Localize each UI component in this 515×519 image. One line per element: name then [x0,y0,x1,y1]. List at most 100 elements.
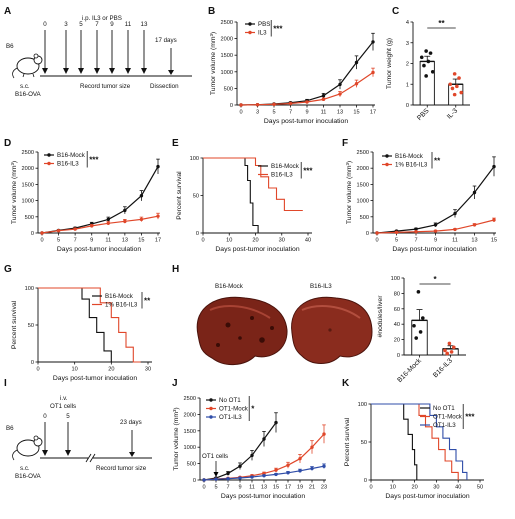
data-point [139,194,144,198]
significance-label: *** [273,24,283,33]
y-tick-label: 50 [28,323,34,329]
route-label: s.c. [20,465,30,472]
data-point [238,476,242,480]
x-tick-label: 17 [285,485,291,491]
x-tick-label: 5 [395,238,398,244]
y-tick-label: 1000 [184,445,196,451]
y-tick-label: 60 [394,307,400,313]
timeline-arrow-head [78,68,84,74]
y-axis-label: Percent survival [11,300,18,349]
data-point [238,464,242,468]
data-point [322,464,326,468]
y-tick-label: 1000 [357,199,369,205]
significance-label: ** [438,19,445,28]
x-tick-label: 0 [40,238,43,244]
timeline-day-label: 5 [66,413,70,420]
x-tick-label: 11 [452,238,458,244]
data-point [139,217,144,222]
liver-label-il3: B16-IL3 [310,283,332,290]
data-point [354,82,359,86]
y-tick-label: 0 [366,231,369,237]
x-tick-label: 5 [214,485,217,491]
data-point [472,190,477,195]
legend-label: No OT1 [433,405,455,412]
y-tick-label: 0 [193,478,196,484]
data-point [123,208,127,213]
panel-label-d: D [4,138,11,149]
y-tick-label: 2000 [22,166,34,172]
y-tick-label: 0 [406,103,409,109]
x-tick-label: 3 [256,110,259,116]
series-b16-mock [40,158,160,235]
data-point [305,100,309,104]
x-tick-label: 40 [305,238,311,244]
legend-label: B16-IL3 [57,161,79,168]
y-tick-label: 2500 [184,396,196,402]
treatment-label-2: OT1 cells [50,403,76,410]
data-point [298,469,302,473]
x-tick-label: 40 [455,485,461,491]
legend-label: No OT1 [219,397,241,404]
y-tick-label: 3 [406,41,409,47]
data-point [250,475,254,479]
data-point [492,164,496,169]
significance-label: * [433,275,437,284]
x-tick-label: 23 [321,485,327,491]
x-axis-label: Days post-tumor inoculation [215,246,299,253]
timeline-i: B6 s.c. B16-OVA i.v. OT1 cells 0 5 23 day… [6,395,152,480]
survival-curve [203,157,303,212]
y-axis-label: Tumor weight (g) [386,38,393,89]
data-point [445,351,450,356]
data-point [298,456,302,461]
data-point [156,214,160,218]
x-tick-label: 13 [122,238,128,244]
y-tick-label: 1 [406,82,409,88]
y-axis-label: Percent survival [176,171,183,220]
data-point [430,70,435,74]
y-tick-label: 2000 [221,37,233,43]
data-point [272,102,276,107]
y-tick-label: 50 [361,440,367,446]
y-tick-label: 0 [196,231,199,237]
legend-label: B16-Mock [395,153,424,160]
x-tick-label: 17 [155,238,161,244]
end-label: Dissection [150,83,179,90]
x-axis-label: Days post-tumor inoculation [53,375,137,382]
mouse-icon [12,435,43,461]
legend-marker [209,415,213,419]
data-point [472,223,477,227]
y-tick-label: 500 [25,215,34,221]
panel-label-a: A [4,6,11,17]
tumor-label: B16-OVA [15,473,42,480]
x-tick-label: 11 [249,485,255,491]
timeline-arrow-head [125,68,131,74]
x-tick-label: 30 [433,485,439,491]
x-tick-label: 0 [202,485,205,491]
legend-label: PBS [258,21,270,28]
y-tick-label: 1500 [184,429,196,435]
significance-label: *** [303,166,313,175]
series-b16-il3 [40,212,160,235]
data-point [310,466,314,471]
y-tick-label: 1500 [22,182,34,188]
series-b16-mock [375,156,496,235]
x-tick-label: 20 [108,367,114,373]
x-tick-label: 10 [390,485,396,491]
timeline-arrow-head [109,68,115,74]
timeline-day-label: 13 [141,21,148,28]
legend: B16-Mock B16-IL3 *** [258,162,313,179]
data-point [73,227,77,231]
data-point [433,229,438,233]
data-point [422,63,426,68]
timeline-day-label: 7 [95,21,99,28]
data-point [262,474,266,478]
record-label: Record tumor size [80,83,131,90]
legend-marker [248,30,252,35]
survival-curve [371,403,459,480]
x-tick-label: 7 [414,238,417,244]
panel-label-g: G [4,264,12,275]
x-tick-label: 50 [477,485,483,491]
data-point [286,471,290,475]
legend-label: OT1-IL3 [219,414,242,421]
panel-label-j: J [172,378,178,389]
